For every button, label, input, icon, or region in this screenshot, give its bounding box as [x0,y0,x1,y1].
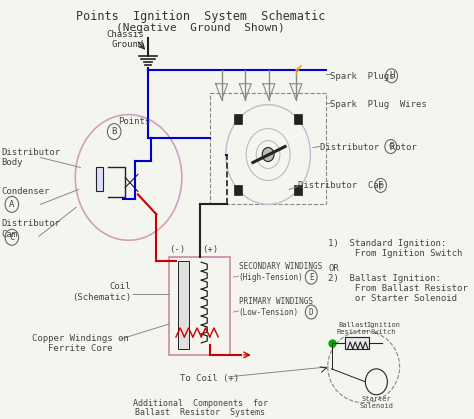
Text: 2)  Ballast Ignition:: 2) Ballast Ignition: [328,274,441,283]
Bar [294,185,302,195]
Text: To Coil (+): To Coil (+) [180,374,239,383]
Text: or Starter Solenoid: or Starter Solenoid [328,294,457,303]
Text: C: C [9,233,15,242]
Text: From Ballast Resistor: From Ballast Resistor [328,284,468,293]
Circle shape [262,147,274,161]
Text: 1)  Standard Ignition:: 1) Standard Ignition: [328,239,447,248]
Text: Starter
Solenoid: Starter Solenoid [359,396,393,409]
Bar [345,337,369,349]
Text: Copper Windings on
Ferrite Core: Copper Windings on Ferrite Core [32,334,129,353]
Bar [178,261,190,349]
Text: Chassis
Ground: Chassis Ground [106,30,144,49]
Text: Points  Ignition  System  Schematic: Points Ignition System Schematic [76,10,325,23]
Text: Spark  Plug  Wires: Spark Plug Wires [330,100,427,109]
Bar [210,93,327,204]
Bar [96,168,103,191]
Text: Additional  Components  for: Additional Components for [133,399,268,408]
Text: (Negative  Ground  Shown): (Negative Ground Shown) [116,23,285,33]
Bar [234,114,242,124]
Text: From Ignition Switch: From Ignition Switch [328,249,463,258]
Text: D: D [309,308,314,316]
Text: (+): (+) [202,245,218,254]
Text: (-): (-) [170,245,186,254]
Bar [234,185,242,195]
Bar [169,257,230,355]
Text: Ballast
Resistor: Ballast Resistor [337,322,371,335]
Text: OR: OR [328,264,339,273]
Text: Coil
(Schematic): Coil (Schematic) [72,282,131,302]
Text: H: H [389,71,394,80]
Text: PRIMARY WINDINGS
(Low-Tension): PRIMARY WINDINGS (Low-Tension) [238,297,312,317]
Text: F: F [378,181,383,190]
Text: Distributor  Rotor: Distributor Rotor [319,142,417,152]
Text: Distributor
Cam: Distributor Cam [2,219,61,239]
Text: Ballast  Resistor  Systems: Ballast Resistor Systems [136,408,265,417]
Text: Ignition
Switch: Ignition Switch [366,322,400,335]
Text: Spark  Plugs: Spark Plugs [330,72,394,81]
Text: Distributor
Body: Distributor Body [2,147,61,167]
Text: E: E [309,273,314,282]
Text: SECONDARY WINDINGS
(High-Tension): SECONDARY WINDINGS (High-Tension) [238,262,322,282]
Text: Distributor  Cap: Distributor Cap [298,181,384,190]
Text: Condenser: Condenser [2,187,50,197]
Text: G: G [388,142,393,151]
Text: Points: Points [118,116,151,126]
Text: A: A [9,200,15,209]
Text: B: B [111,127,117,136]
Bar [294,114,302,124]
